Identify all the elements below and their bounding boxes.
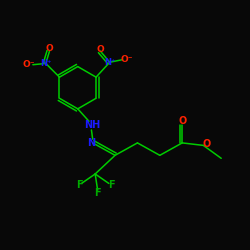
Text: O: O <box>178 116 186 126</box>
Text: O: O <box>96 44 104 54</box>
Text: NH: NH <box>84 120 101 130</box>
Text: N: N <box>88 138 96 148</box>
Text: O: O <box>46 44 54 53</box>
Text: O: O <box>202 139 210 149</box>
Text: F: F <box>94 188 101 198</box>
Text: O⁻: O⁻ <box>120 55 133 64</box>
Text: N⁺: N⁺ <box>40 59 52 68</box>
Text: N⁺: N⁺ <box>104 58 116 67</box>
Text: F: F <box>76 180 82 190</box>
Text: O⁻: O⁻ <box>22 60 35 69</box>
Text: F: F <box>108 180 115 190</box>
